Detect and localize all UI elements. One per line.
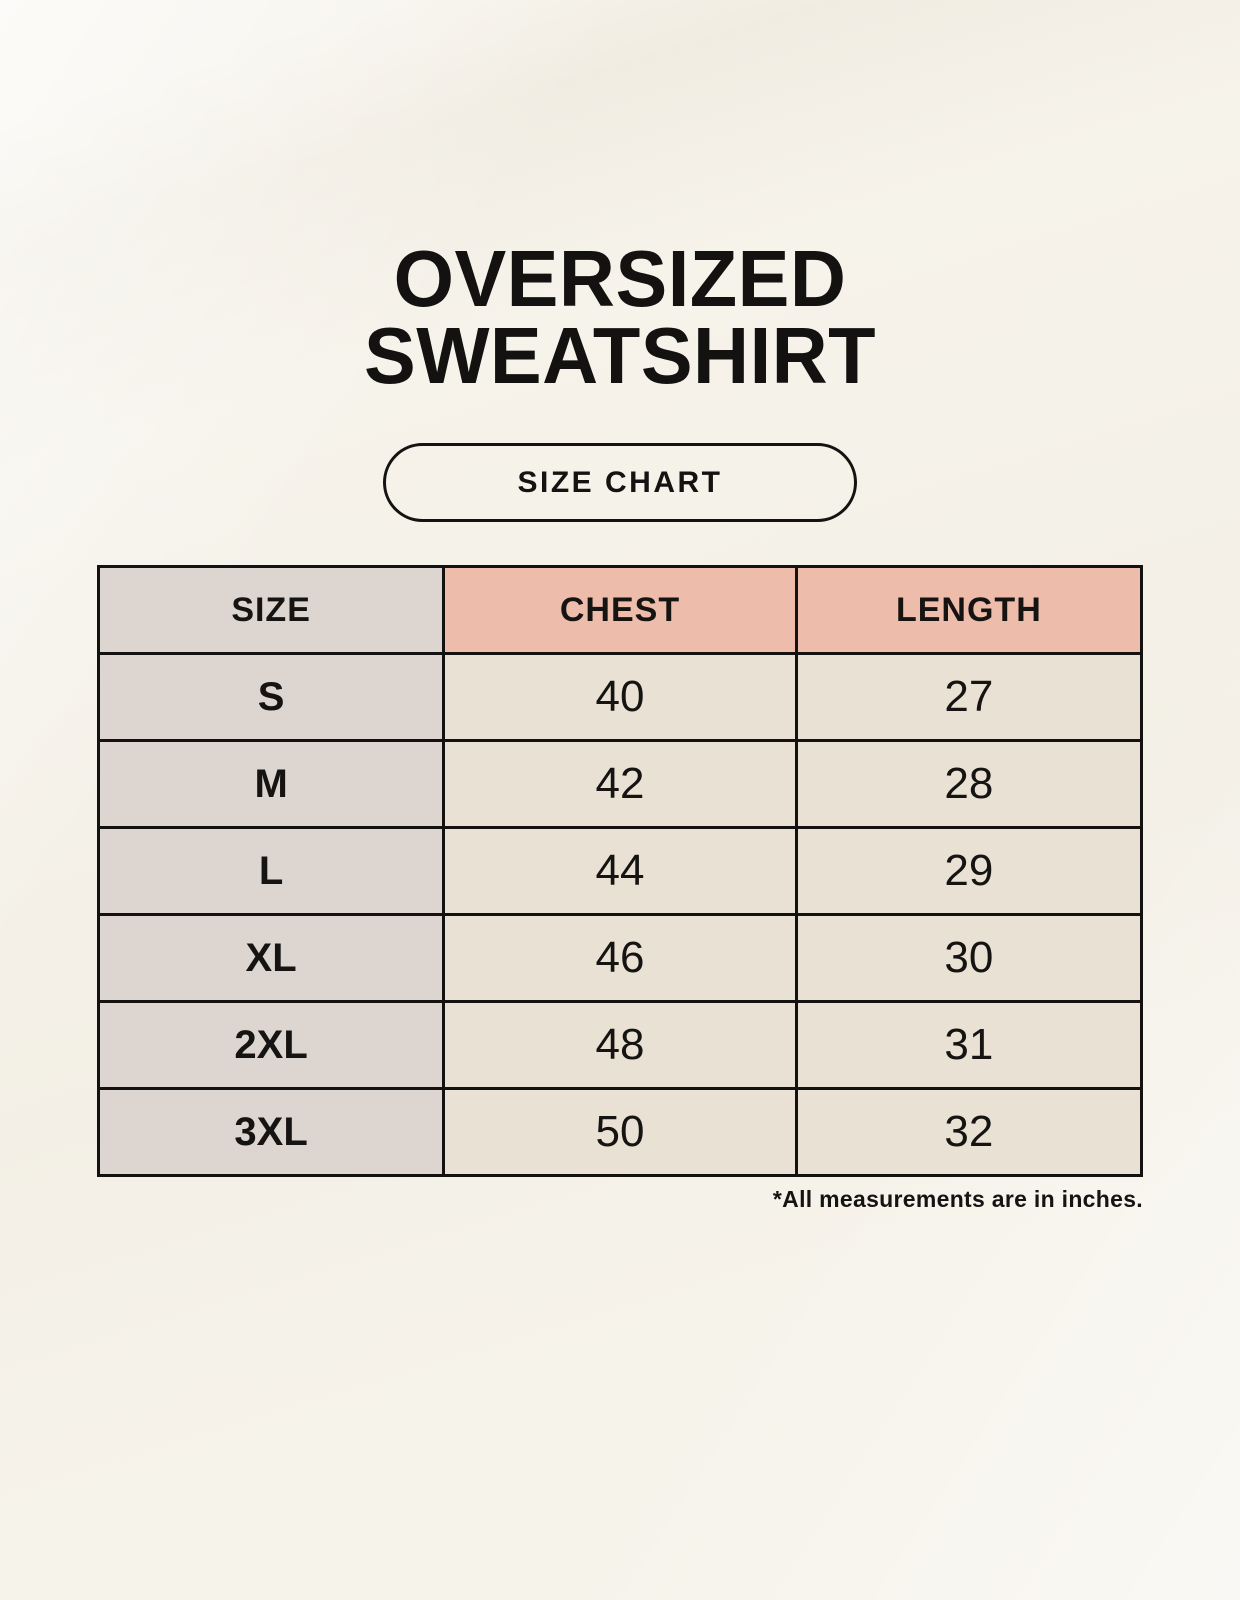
size-label: M [96, 739, 446, 829]
chest-value: 42 [442, 739, 798, 829]
length-value: 27 [794, 652, 1144, 742]
length-value: 32 [794, 1087, 1144, 1177]
table-header-row: SIZE CHEST LENGTH [96, 565, 1144, 655]
chest-value: 50 [442, 1087, 798, 1177]
column-header-length: LENGTH [794, 565, 1144, 655]
table-row-xl: XL 46 30 [96, 913, 1144, 1003]
page-title-line-2: SWEATSHIRT [363, 311, 877, 400]
size-label: 3XL [96, 1087, 446, 1177]
table-row-2xl: 2XL 48 31 [96, 1000, 1144, 1090]
chest-value: 40 [442, 652, 798, 742]
size-label: L [96, 826, 446, 916]
table-row-m: M 42 28 [96, 739, 1144, 829]
size-chart-button-label: SIZE CHART [517, 465, 723, 499]
length-value: 29 [794, 826, 1144, 916]
measurements-note: *All measurements are in inches. [772, 1186, 1143, 1212]
table-row-3xl: 3XL 50 32 [96, 1087, 1144, 1177]
column-header-size: SIZE [96, 565, 446, 655]
length-value: 30 [794, 913, 1144, 1003]
chest-value: 46 [442, 913, 798, 1003]
size-table: SIZE CHEST LENGTH S 40 27 M 42 28 L 44 2… [96, 565, 1144, 1177]
size-label: S [96, 652, 446, 742]
size-label: 2XL [96, 1000, 446, 1090]
length-value: 31 [794, 1000, 1144, 1090]
size-label: XL [96, 913, 446, 1003]
column-header-chest: CHEST [442, 565, 798, 655]
page-title-line-1: OVERSIZED [393, 234, 847, 323]
page-title: OVERSIZED SWEATSHIRT [19, 234, 1222, 400]
length-value: 28 [794, 739, 1144, 829]
chest-value: 48 [442, 1000, 798, 1090]
table-row-s: S 40 27 [96, 652, 1144, 742]
chest-value: 44 [442, 826, 798, 916]
table-row-l: L 44 29 [96, 826, 1144, 916]
size-chart-button[interactable]: SIZE CHART [383, 443, 857, 522]
